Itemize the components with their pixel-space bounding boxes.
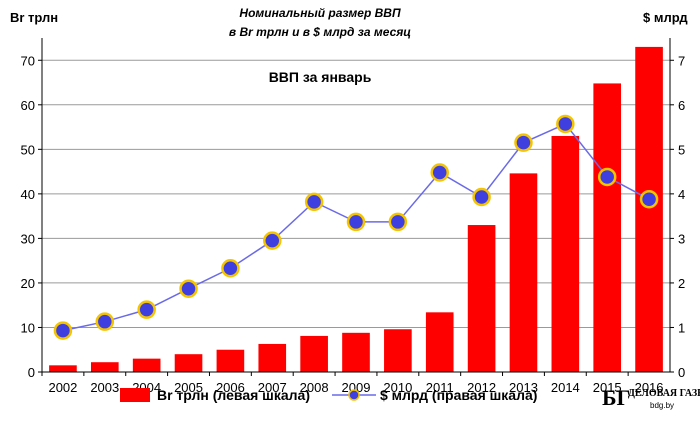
logo-mark: БГ — [602, 385, 631, 410]
grid-lines — [42, 59, 670, 328]
x-tick-label: 2009 — [342, 380, 371, 395]
bar — [216, 349, 245, 372]
line-point — [346, 212, 366, 232]
right-tick-label: 5 — [678, 142, 685, 157]
x-tick-label: 2007 — [258, 380, 287, 395]
line-point — [221, 258, 240, 278]
x-tick-label: 2012 — [467, 380, 496, 395]
bar — [635, 46, 663, 372]
x-tick-label: 2005 — [174, 380, 203, 395]
bar-series — [49, 46, 663, 372]
legend-marker-swatch — [348, 389, 360, 401]
line-point — [263, 231, 282, 250]
line-point — [137, 300, 156, 319]
right-tick-label: 0 — [678, 365, 685, 380]
bar — [174, 354, 203, 372]
legend-bar-label: Вr трлн (левая шкала) — [157, 387, 310, 403]
line-point — [95, 312, 115, 331]
bar — [258, 343, 287, 372]
x-tick-label: 2016 — [635, 380, 664, 395]
line-point — [304, 192, 324, 212]
logo-site: bdg.by — [650, 401, 674, 410]
line-point — [597, 167, 617, 187]
bar — [49, 365, 77, 372]
bar — [384, 329, 412, 372]
x-tick-label: 2013 — [509, 380, 538, 395]
chart-subtitle: в Вr трлн и в $ млрд за месяц — [229, 25, 411, 39]
chart-title: Номинальный размер ВВП — [239, 6, 401, 20]
right-tick-label: 1 — [678, 320, 685, 335]
left-tick-label: 40 — [21, 187, 35, 202]
line-point — [514, 133, 533, 152]
bar — [132, 358, 161, 372]
inner-title: ВВП за январь — [269, 69, 372, 85]
legend-bar-swatch — [120, 388, 150, 402]
left-axis-label: Вr трлн — [10, 10, 58, 25]
line-point — [430, 163, 449, 182]
line-point — [472, 187, 491, 207]
line-point — [388, 212, 408, 232]
bar — [551, 135, 580, 372]
x-tick-label: 2014 — [551, 380, 580, 395]
right-tick-label: 7 — [678, 53, 685, 68]
x-tick-label: 2003 — [90, 380, 119, 395]
left-tick-label: 60 — [21, 98, 35, 113]
left-tick-label: 10 — [21, 320, 35, 335]
line-point — [53, 321, 73, 340]
legend-line-label: $ млрд (правая шкала) — [380, 387, 537, 403]
bar — [300, 335, 328, 372]
left-tick-label: 20 — [21, 276, 35, 291]
x-tick-label: 2011 — [426, 380, 454, 395]
x-tick-label: 2015 — [593, 380, 622, 395]
bar — [593, 83, 622, 372]
left-tick-label: 70 — [21, 53, 35, 68]
logo: БГ ДЕЛОВАЯ ГАЗЕТА bdg.by — [602, 385, 700, 410]
x-tick-label: 2010 — [383, 380, 412, 395]
left-tick-label: 0 — [28, 365, 35, 380]
left-tick-label: 30 — [21, 231, 35, 246]
bar — [509, 173, 538, 372]
bar — [90, 362, 119, 372]
bar — [425, 312, 454, 372]
x-tick-label: 2008 — [300, 380, 329, 395]
left-tick-label: 50 — [21, 142, 35, 157]
bar — [342, 332, 370, 372]
right-tick-label: 3 — [678, 231, 685, 246]
right-axis-label: $ млрд — [643, 10, 688, 25]
logo-name: ДЕЛОВАЯ ГАЗЕТА — [628, 388, 700, 399]
right-tick-label: 6 — [678, 98, 685, 113]
line-series — [53, 114, 659, 340]
bar — [467, 225, 496, 372]
line-point — [639, 189, 659, 209]
line-point — [179, 279, 198, 298]
right-tick-label: 2 — [678, 276, 685, 291]
right-tick-label: 4 — [678, 187, 685, 202]
line-point — [556, 114, 575, 134]
x-tick-label: 2002 — [48, 380, 77, 395]
legend: Вr трлн (левая шкала) $ млрд (правая шка… — [120, 387, 537, 403]
x-tick-label: 2006 — [216, 380, 245, 395]
